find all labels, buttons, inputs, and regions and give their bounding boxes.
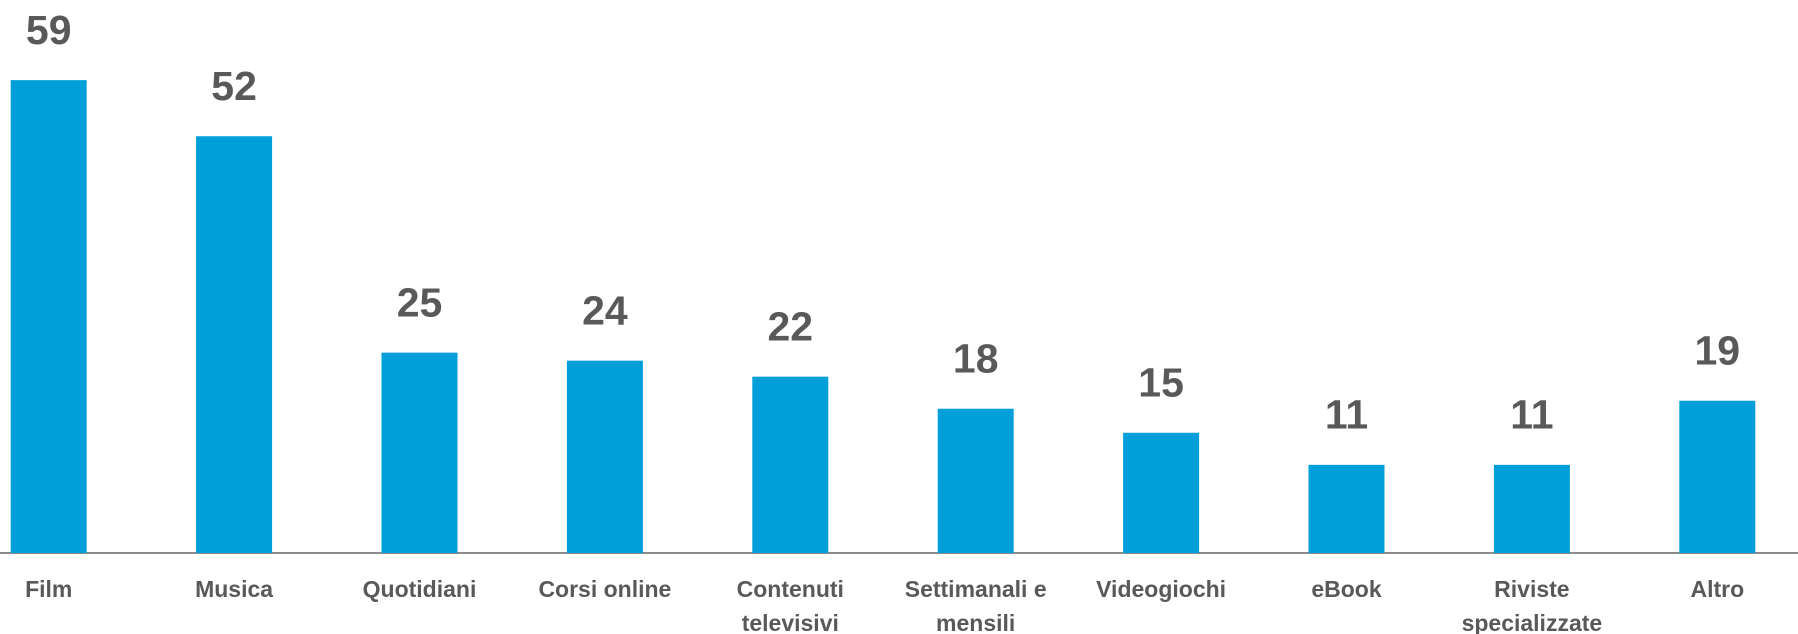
bar — [196, 136, 273, 553]
bar — [1308, 464, 1385, 553]
value-label: 18 — [953, 336, 999, 382]
x-tick-label: Altro — [1690, 576, 1745, 602]
x-tick-label: Settimanali e mensili — [904, 576, 1047, 634]
x-tick-label: Film — [25, 576, 73, 602]
x-tick-label: Videogiochi — [1096, 576, 1227, 602]
value-label: 11 — [1325, 392, 1368, 438]
value-label: 22 — [767, 304, 813, 350]
bar — [1493, 464, 1570, 553]
value-label: 25 — [397, 279, 443, 325]
value-label: 24 — [582, 287, 628, 333]
value-label: 15 — [1138, 360, 1184, 406]
value-label: 19 — [1694, 328, 1740, 374]
x-tick-label: Corsi online — [538, 576, 672, 602]
x-tick-label: eBook — [1311, 576, 1382, 602]
bar — [752, 376, 829, 553]
x-tick-label: Quotidiani — [362, 576, 477, 602]
bar — [937, 408, 1014, 553]
value-label: 52 — [211, 63, 257, 109]
bar — [1679, 400, 1756, 553]
bar — [381, 352, 458, 553]
x-tick-label: Musica — [195, 576, 274, 602]
value-label: 11 — [1510, 392, 1553, 438]
x-tick-label: Contenuti televisivi — [736, 576, 844, 634]
value-label: 59 — [26, 7, 72, 53]
bar — [566, 360, 643, 553]
bar — [1123, 432, 1200, 553]
bar — [10, 80, 87, 553]
x-tick-label: Riviste specializzate — [1461, 576, 1603, 634]
